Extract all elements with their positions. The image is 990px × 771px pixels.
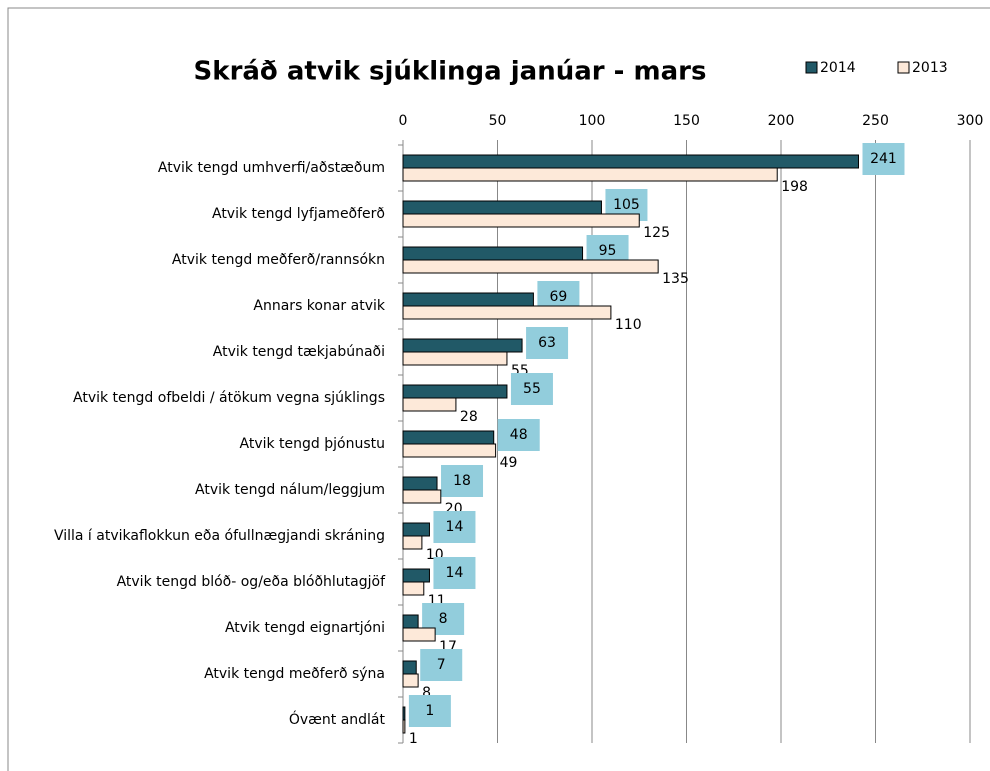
category-label: Villa í atvikaflokkun eða ófullnægjandi …: [54, 528, 385, 544]
data-label: 18: [453, 473, 471, 489]
bar: [402, 673, 419, 688]
x-tick-label: 150: [673, 113, 700, 129]
data-label: 69: [549, 289, 567, 305]
data-label: 241: [870, 151, 897, 167]
chart-title: Skráð atvik sjúklinga janúar - mars: [194, 57, 707, 87]
legend-label: 2013: [912, 60, 948, 76]
data-label: 14: [446, 565, 464, 581]
data-label-box: [433, 557, 476, 589]
bar: [402, 568, 430, 583]
bar: [402, 614, 419, 629]
data-label: 48: [510, 427, 528, 443]
data-label: 8: [439, 611, 448, 627]
bar: [402, 338, 523, 353]
bar: [402, 213, 640, 228]
data-label-box: [526, 327, 569, 359]
data-label-box: [420, 649, 463, 681]
x-tick-label: 0: [399, 113, 408, 129]
data-label-box: [441, 465, 484, 497]
bar: [402, 397, 457, 412]
bar: [402, 581, 425, 596]
bar: [402, 292, 534, 307]
category-label: Atvik tengd eignartjóni: [225, 620, 385, 636]
legend-swatch: [897, 61, 910, 74]
bar: [402, 305, 612, 320]
bar: [402, 489, 442, 504]
bar: [402, 200, 602, 215]
bar: [402, 430, 495, 445]
category-label: Atvik tengd meðferð/rannsókn: [172, 252, 385, 268]
x-tick-label: 200: [768, 113, 795, 129]
legend-swatch: [805, 61, 818, 74]
data-label-box: [510, 373, 553, 405]
bar: [402, 443, 497, 458]
x-tick-label: 250: [862, 113, 889, 129]
data-label-box: [408, 695, 451, 727]
legend-label: 2014: [820, 60, 856, 76]
data-label: 55: [523, 381, 541, 397]
data-label: 105: [613, 197, 640, 213]
data-label: 125: [643, 225, 670, 241]
data-label-box: [862, 143, 905, 175]
bar: [402, 154, 859, 169]
bar: [402, 476, 438, 491]
bar: [402, 719, 406, 734]
data-label: 135: [662, 271, 689, 287]
bar: [402, 246, 584, 261]
category-label: Atvik tengd ofbeldi / átökum vegna sjúkl…: [73, 390, 385, 406]
category-label: Annars konar atvik: [253, 298, 385, 314]
data-label: 14: [446, 519, 464, 535]
category-label: Atvik tengd nálum/leggjum: [195, 482, 385, 498]
bar: [402, 706, 406, 721]
data-label: 7: [437, 657, 446, 673]
bar: [402, 167, 778, 182]
category-label: Atvik tengd meðferð sýna: [204, 666, 385, 682]
bar: [402, 627, 436, 642]
data-label-box: [497, 419, 540, 451]
category-label: Óvænt andlát: [289, 710, 386, 728]
data-label: 1: [425, 703, 434, 719]
data-label-box: [433, 511, 476, 543]
bar: [402, 660, 417, 675]
data-label: 49: [500, 455, 518, 471]
bar: [402, 522, 430, 537]
data-label: 110: [615, 317, 642, 333]
x-tick-label: 50: [489, 113, 507, 129]
category-label: Atvik tengd umhverfi/aðstæðum: [158, 160, 385, 176]
data-label: 8: [422, 685, 431, 701]
category-label: Atvik tengd tækjabúnaði: [213, 344, 385, 360]
bar: [402, 535, 423, 550]
data-label: 28: [460, 409, 478, 425]
bar: [402, 351, 508, 366]
data-label: 63: [538, 335, 556, 351]
category-label: Atvik tengd lyfjameðferð: [212, 206, 385, 222]
bar: [402, 259, 659, 274]
data-label: 95: [599, 243, 617, 259]
bar: [402, 384, 508, 399]
x-tick-label: 100: [579, 113, 606, 129]
category-label: Atvik tengd þjónustu: [240, 436, 386, 452]
category-label: Atvik tengd blóð- og/eða blóðhlutagjöf: [117, 574, 386, 590]
x-tick-label: 300: [957, 113, 984, 129]
data-label: 1: [409, 731, 418, 747]
data-label: 198: [781, 179, 808, 195]
